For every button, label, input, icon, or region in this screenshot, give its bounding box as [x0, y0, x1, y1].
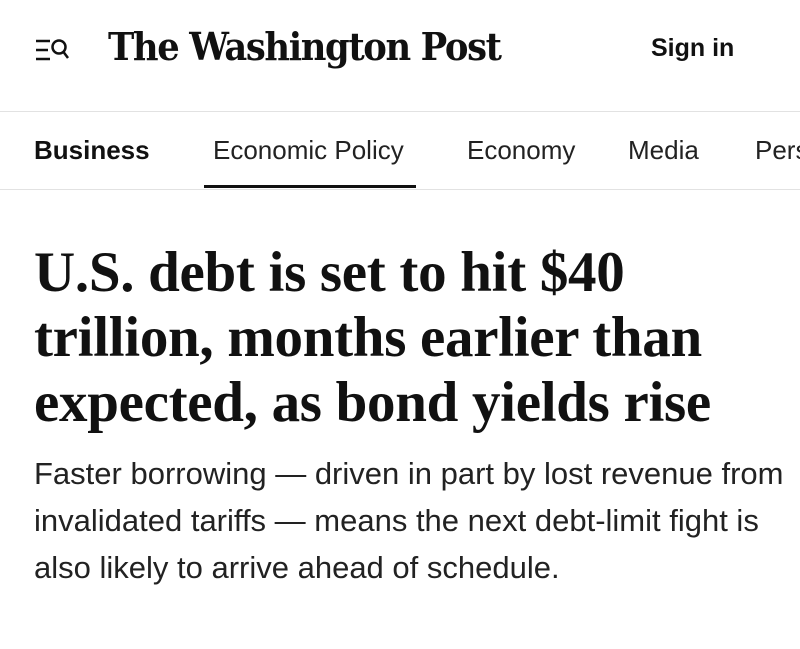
article-headline: U.S. debt is set to hit $40 trillion, mo…: [34, 241, 711, 434]
site-header: The Washington Post Sign in: [0, 0, 800, 112]
menu-search-icon: [36, 39, 69, 61]
nav-tab-economy[interactable]: Economy: [467, 135, 576, 165]
section-nav: Business Economic Policy Economy Media P…: [0, 113, 800, 190]
nav-tab-pers[interactable]: Pers: [755, 135, 800, 165]
menu-search-button[interactable]: [34, 36, 74, 66]
sign-in-button[interactable]: Sign in: [651, 34, 735, 62]
nav-tab-economic-policy[interactable]: Economic Policy: [213, 135, 404, 165]
nav-section-business[interactable]: Business: [34, 135, 150, 165]
site-logo[interactable]: The Washington Post: [108, 24, 502, 69]
article-dek: Faster borrowing — driven in part by los…: [34, 456, 784, 585]
nav-tab-media[interactable]: Media: [628, 135, 699, 165]
active-tab-indicator: [204, 185, 416, 188]
